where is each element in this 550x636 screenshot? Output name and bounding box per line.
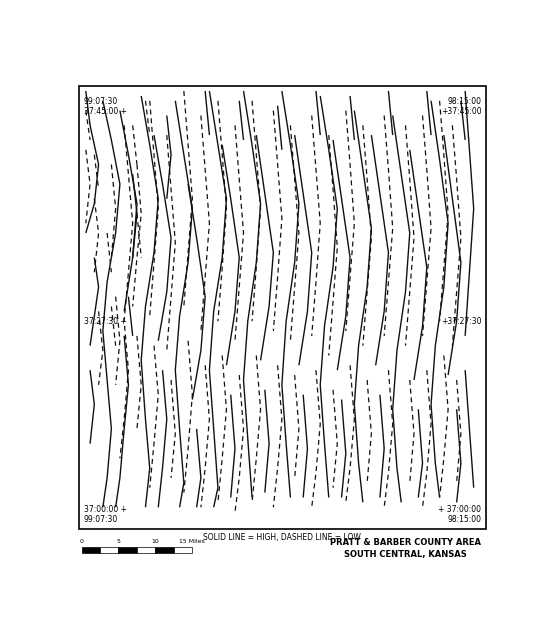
Bar [81, 547, 100, 553]
Text: 37:00:00 +
99:07:30: 37:00:00 + 99:07:30 [84, 505, 126, 525]
Text: 15 Miles: 15 Miles [179, 539, 205, 544]
Text: 99:07:30
37:45:00 +: 99:07:30 37:45:00 + [84, 97, 126, 116]
Bar [118, 547, 137, 553]
Bar [174, 547, 192, 553]
Text: 37:27:30 +: 37:27:30 + [84, 317, 126, 326]
Text: SOLID LINE = HIGH, DASHED LINE = LOW: SOLID LINE = HIGH, DASHED LINE = LOW [203, 533, 361, 542]
Text: + 37:00:00
98:15:00: + 37:00:00 98:15:00 [438, 505, 481, 525]
Bar [156, 547, 174, 553]
Text: PRATT & BARBER COUNTY AREA
SOUTH CENTRAL, KANSAS: PRATT & BARBER COUNTY AREA SOUTH CENTRAL… [331, 538, 481, 559]
Text: 10: 10 [152, 539, 160, 544]
Text: 98:15:00
+37:45:00: 98:15:00 +37:45:00 [441, 97, 481, 116]
Text: 5: 5 [117, 539, 120, 544]
Bar [137, 547, 156, 553]
Bar [100, 547, 118, 553]
Text: +37:27:30: +37:27:30 [441, 317, 481, 326]
Text: 0: 0 [80, 539, 84, 544]
